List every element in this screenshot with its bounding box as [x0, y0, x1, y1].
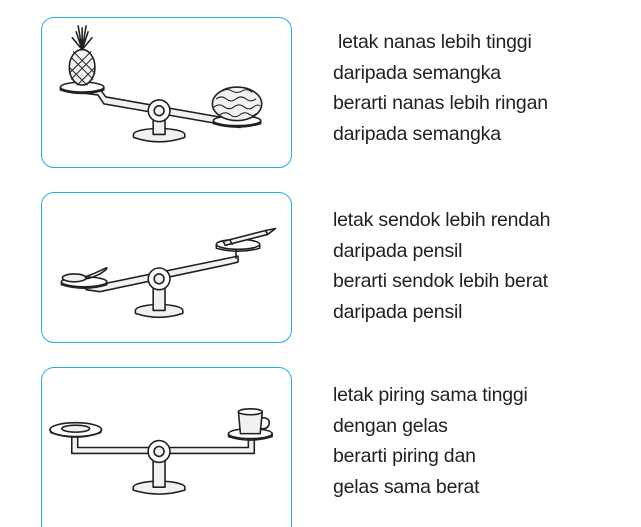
caption-2: letak sendok lebih rendah daripada pensi…: [333, 205, 633, 327]
plate-glass-balance-icon: [49, 408, 273, 495]
caption-2-line-3: berarti sendok lebih berat: [333, 270, 548, 292]
illustration-frame-3: [41, 367, 292, 527]
illustration-frame-2: [41, 192, 292, 343]
pineapple-watermelon-balance-icon: [59, 25, 263, 143]
caption-2-line-1: letak sendok lebih rendah: [333, 209, 551, 231]
caption-2-line-4: daripada pensil: [333, 300, 463, 323]
caption-3: letak piring sama tinggi dengan gelas be…: [333, 380, 633, 502]
caption-2-line-2: daripada pensil: [333, 239, 463, 262]
caption-3-line-4: gelas sama berat: [333, 475, 480, 498]
caption-1: letak nanas lebih tinggi daripada semang…: [333, 27, 633, 149]
caption-1-line-3: berarti nanas lebih ringan: [333, 92, 548, 114]
caption-3-line-2: dengan gelas: [333, 414, 448, 437]
caption-1-line-1: letak nanas lebih tinggi: [338, 31, 532, 53]
caption-3-line-1: letak piring sama tinggi: [333, 384, 528, 406]
caption-1-line-2: daripada semangka: [333, 61, 501, 84]
spoon-pencil-balance-icon: [60, 227, 277, 319]
caption-1-line-4: daripada semangka: [333, 122, 501, 145]
illustration-frame-1: [41, 17, 292, 168]
caption-3-line-3: berarti piring dan: [333, 445, 476, 467]
